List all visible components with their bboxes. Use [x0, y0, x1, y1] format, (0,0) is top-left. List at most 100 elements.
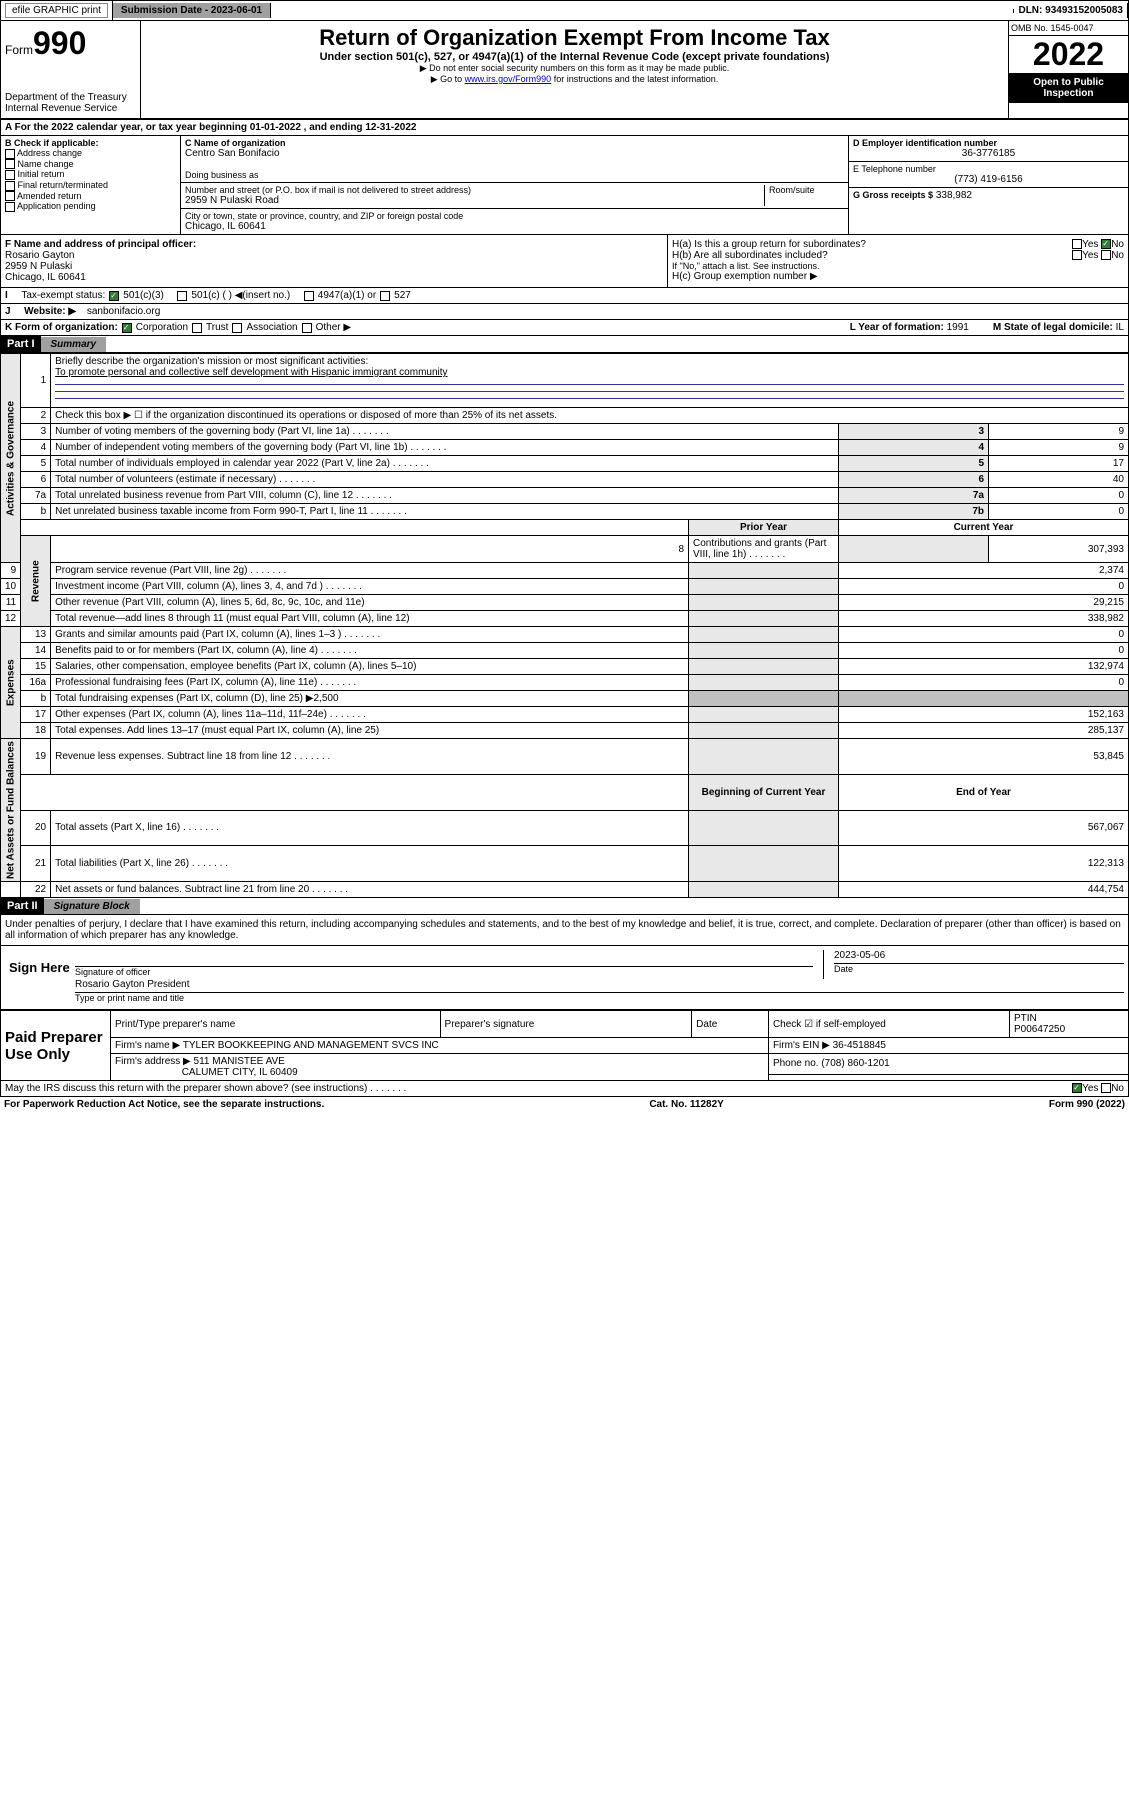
- p12: [689, 611, 839, 627]
- v15: 132,974: [839, 659, 1129, 675]
- v8: 307,393: [989, 536, 1129, 563]
- b-app-label: Application pending: [17, 201, 96, 211]
- blank: [21, 520, 689, 536]
- l15: Salaries, other compensation, employee b…: [51, 659, 689, 675]
- l4: Number of independent voting members of …: [51, 440, 839, 456]
- sec-net: Net Assets or Fund Balances: [1, 739, 21, 882]
- b-final[interactable]: Final return/terminated: [5, 180, 176, 191]
- v11: 29,215: [839, 595, 1129, 611]
- begin-hdr: Beginning of Current Year: [689, 774, 839, 810]
- p18: [689, 723, 839, 739]
- i-501c-check[interactable]: [177, 291, 187, 301]
- g-val: 338,982: [936, 190, 972, 201]
- g-label: G Gross receipts $: [853, 190, 933, 200]
- hb-no-check[interactable]: [1101, 250, 1111, 260]
- hb-yes-check[interactable]: [1072, 250, 1082, 260]
- preparer-table: Paid Preparer Use Only Print/Type prepar…: [0, 1010, 1129, 1081]
- b-init[interactable]: Initial return: [5, 169, 176, 180]
- f-cell: F Name and address of principal officer:…: [1, 235, 668, 287]
- v20: 567,067: [839, 810, 1129, 846]
- l16b: Total fundraising expenses (Part IX, col…: [51, 691, 689, 707]
- b-addr[interactable]: Address change: [5, 148, 176, 159]
- discuss-no-check[interactable]: [1101, 1083, 1111, 1093]
- i-527-check[interactable]: [380, 291, 390, 301]
- efile-button[interactable]: efile GRAPHIC print: [5, 3, 108, 18]
- m-label: M State of legal domicile:: [993, 322, 1113, 333]
- k-trust-check[interactable]: [192, 323, 202, 333]
- footer: For Paperwork Reduction Act Notice, see …: [0, 1097, 1129, 1112]
- firm-name-cell: Firm's name ▶ TYLER BOOKKEEPING AND MANA…: [111, 1038, 769, 1054]
- j-label: Website: ▶: [24, 306, 76, 317]
- b-amend[interactable]: Amended return: [5, 191, 176, 202]
- nc3: 3: [839, 424, 989, 440]
- officer-name-label: Type or print name and title: [75, 992, 1124, 1003]
- c-street: Number and street (or P.O. box if mail i…: [181, 183, 848, 209]
- n16b: b: [21, 691, 51, 707]
- k-assoc-check[interactable]: [232, 323, 242, 333]
- b-column: B Check if applicable: Address change Na…: [1, 136, 181, 234]
- k-other-check[interactable]: [302, 323, 312, 333]
- irs-link[interactable]: www.irs.gov/Form990: [465, 74, 552, 84]
- part2-title: Signature Block: [44, 899, 140, 914]
- phone-label: Phone no.: [773, 1058, 819, 1069]
- k-corp-check[interactable]: [122, 323, 132, 333]
- header-left: Form990 Department of the Treasury Inter…: [1, 21, 141, 118]
- p8: [839, 536, 989, 563]
- v4: 9: [989, 440, 1129, 456]
- n15: 15: [21, 659, 51, 675]
- p16b: [689, 691, 839, 707]
- l1: Briefly describe the organization's miss…: [51, 354, 1129, 408]
- nc6: 6: [839, 472, 989, 488]
- firm-name: TYLER BOOKKEEPING AND MANAGEMENT SVCS IN…: [183, 1040, 439, 1051]
- may-discuss: May the IRS discuss this return with the…: [5, 1083, 406, 1094]
- hb-note: If "No," attach a list. See instructions…: [672, 261, 1124, 271]
- v3: 9: [989, 424, 1129, 440]
- ha-yes-check[interactable]: [1072, 239, 1082, 249]
- b-name[interactable]: Name change: [5, 159, 176, 170]
- prep-title: Paid Preparer Use Only: [1, 1011, 111, 1081]
- i-501c3-check[interactable]: [109, 291, 119, 301]
- ptin-cell: PTINP00647250: [1009, 1011, 1128, 1038]
- l16a: Professional fundraising fees (Part IX, …: [51, 675, 689, 691]
- summary-table: Activities & Governance 1 Briefly descri…: [0, 353, 1129, 898]
- sign-here-label: Sign Here: [5, 950, 75, 1005]
- v12: 338,982: [839, 611, 1129, 627]
- ha-no-check[interactable]: [1101, 239, 1111, 249]
- l-label: L Year of formation:: [850, 322, 944, 333]
- deg-column: D Employer identification number 36-3776…: [848, 136, 1128, 234]
- p10: [689, 579, 839, 595]
- b-app[interactable]: Application pending: [5, 201, 176, 212]
- ein-label: Firm's EIN ▶: [773, 1040, 830, 1051]
- city-label: City or town, state or province, country…: [185, 211, 844, 221]
- discuss-yes-check[interactable]: [1072, 1083, 1082, 1093]
- i-4947-check[interactable]: [304, 291, 314, 301]
- i-c4: 527: [394, 290, 411, 301]
- officer-name: Rosario Gayton: [5, 250, 663, 261]
- l13: Grants and similar amounts paid (Part IX…: [51, 627, 689, 643]
- j-row: J Website: ▶ sanbonifacio.org: [0, 304, 1129, 320]
- n17: 17: [21, 707, 51, 723]
- ptin-val: P00647250: [1014, 1024, 1065, 1035]
- n3: 3: [21, 424, 51, 440]
- website-val: sanbonifacio.org: [87, 306, 160, 317]
- l5: Total number of individuals employed in …: [51, 456, 839, 472]
- l10: Investment income (Part VIII, column (A)…: [51, 579, 689, 595]
- subtitle1: Under section 501(c), 527, or 4947(a)(1)…: [145, 51, 1004, 63]
- n18: 18: [21, 723, 51, 739]
- part2-row: Part II Signature Block: [0, 898, 1129, 915]
- pt-date: Date: [692, 1011, 769, 1038]
- omb: OMB No. 1545-0047: [1009, 21, 1128, 36]
- sig-date-block: 2023-05-06 Date: [824, 950, 1124, 979]
- l14: Benefits paid to or for members (Part IX…: [51, 643, 689, 659]
- subtitle3: ▶ Go to www.irs.gov/Form990 for instruct…: [145, 74, 1004, 85]
- part1-row: Part I Summary: [0, 336, 1129, 353]
- l20: Total assets (Part X, line 16): [51, 810, 689, 846]
- addr-label: Firm's address ▶: [115, 1056, 191, 1067]
- p14: [689, 643, 839, 659]
- n11: 11: [1, 595, 21, 611]
- part1-title: Summary: [41, 337, 107, 352]
- dept: Department of the Treasury: [5, 92, 136, 103]
- f-label: F Name and address of principal officer:: [5, 239, 663, 250]
- prior-hdr: Prior Year: [689, 520, 839, 536]
- n14: 14: [21, 643, 51, 659]
